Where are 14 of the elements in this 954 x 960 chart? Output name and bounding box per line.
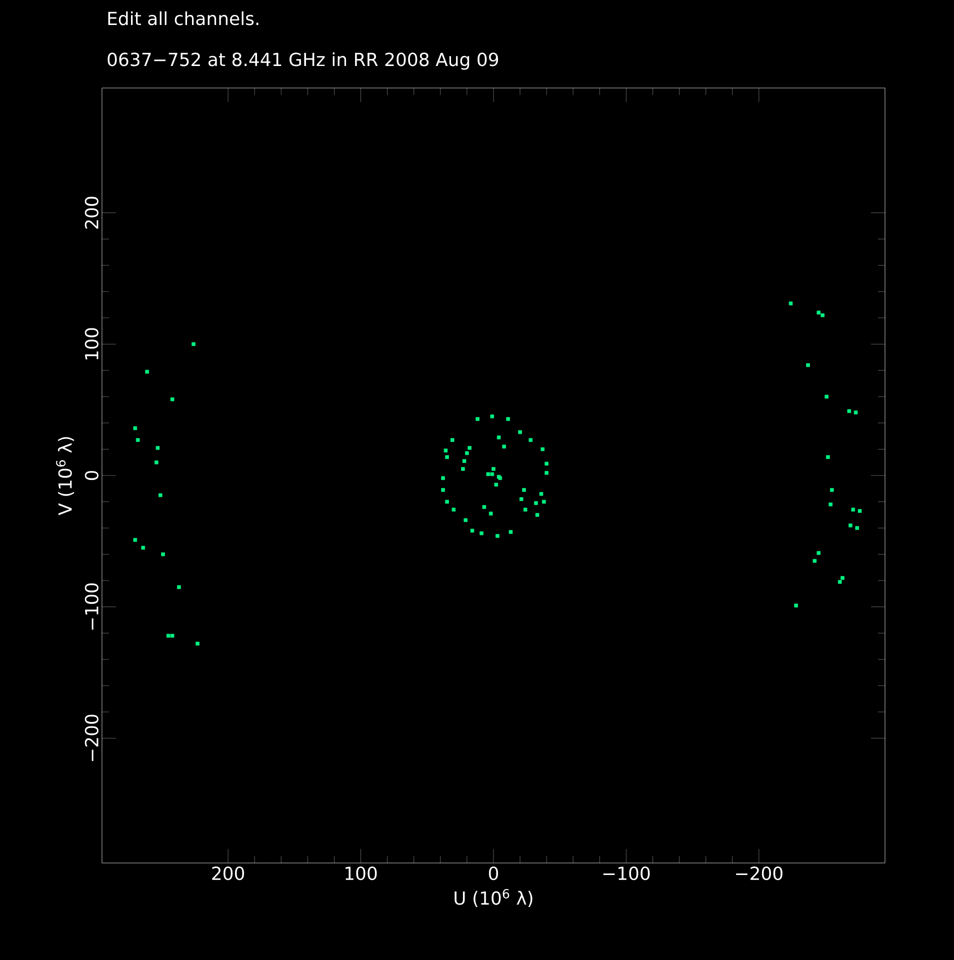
chart-title: 0637−752 at 8.441 GHz in RR 2008 Aug 09 (108, 52, 498, 70)
x-tick-label: 200 (212, 866, 244, 880)
y-axis-title: V (10$^{6}$ λ) (56, 437, 74, 516)
y-tick-label: 100 (84, 328, 98, 360)
x-tick-label: −100 (603, 866, 650, 880)
y-tick-label: −200 (84, 714, 98, 762)
x-tick-label: 0 (488, 866, 498, 880)
chart-subtitle: Edit all channels. (108, 11, 258, 26)
x-tick-label: 100 (346, 866, 377, 880)
x-axis-title: U (10$^{6}$ λ) (454, 888, 532, 907)
y-tick-label: −100 (84, 583, 98, 630)
y-tick-label: 200 (84, 196, 98, 229)
x-tick-label: −200 (736, 866, 782, 880)
y-tick-label: 0 (84, 470, 98, 480)
